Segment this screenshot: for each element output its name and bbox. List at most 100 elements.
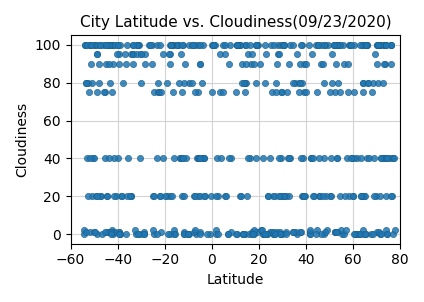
Point bbox=[299, 194, 306, 199]
Point bbox=[170, 42, 177, 47]
Point bbox=[354, 232, 360, 237]
Point bbox=[236, 42, 243, 47]
Point bbox=[111, 42, 117, 47]
Point bbox=[370, 80, 377, 85]
Point bbox=[128, 194, 135, 199]
Point bbox=[363, 42, 369, 47]
Point bbox=[251, 61, 258, 66]
Point bbox=[388, 194, 395, 199]
Point bbox=[189, 42, 195, 47]
Point bbox=[93, 90, 100, 95]
Point bbox=[262, 80, 268, 85]
Point bbox=[110, 61, 117, 66]
Point bbox=[89, 80, 95, 85]
Point bbox=[378, 156, 385, 161]
Point bbox=[102, 61, 109, 66]
Point bbox=[297, 80, 304, 85]
Point bbox=[83, 230, 89, 235]
Point bbox=[276, 156, 282, 161]
Point bbox=[385, 156, 391, 161]
Point bbox=[107, 42, 114, 47]
Point bbox=[245, 52, 251, 57]
Point bbox=[226, 61, 232, 66]
Point bbox=[84, 156, 91, 161]
Point bbox=[334, 156, 340, 161]
Point bbox=[391, 156, 398, 161]
Point bbox=[234, 42, 240, 47]
Point bbox=[119, 194, 126, 199]
Point bbox=[392, 228, 399, 233]
Point bbox=[277, 42, 284, 47]
Point bbox=[306, 232, 313, 237]
Point bbox=[223, 194, 229, 199]
Point bbox=[179, 42, 186, 47]
Point bbox=[358, 156, 365, 161]
Point bbox=[389, 232, 396, 237]
Point bbox=[137, 80, 144, 85]
Point bbox=[249, 230, 256, 235]
Point bbox=[306, 228, 313, 233]
Point bbox=[116, 232, 123, 237]
Point bbox=[262, 52, 269, 57]
Point bbox=[129, 52, 136, 57]
Point bbox=[116, 230, 123, 235]
Point bbox=[174, 42, 181, 47]
Point bbox=[214, 194, 221, 199]
Point bbox=[83, 80, 89, 85]
Point bbox=[186, 42, 192, 47]
Point bbox=[242, 90, 249, 95]
Point bbox=[322, 194, 329, 199]
Point bbox=[346, 194, 353, 199]
Point bbox=[153, 232, 160, 237]
Point bbox=[85, 80, 92, 85]
Point bbox=[253, 42, 259, 47]
Point bbox=[358, 194, 365, 199]
Point bbox=[191, 42, 198, 47]
Point bbox=[362, 194, 368, 199]
Point bbox=[179, 156, 186, 161]
Point bbox=[358, 194, 365, 199]
Point bbox=[383, 232, 390, 237]
Point bbox=[273, 80, 279, 85]
Point bbox=[147, 42, 153, 47]
Point bbox=[321, 80, 328, 85]
Point bbox=[86, 156, 93, 161]
Point bbox=[338, 228, 345, 233]
Point bbox=[318, 232, 324, 237]
Point bbox=[262, 232, 268, 237]
Point bbox=[157, 90, 164, 95]
Point bbox=[87, 42, 94, 47]
Point bbox=[235, 42, 242, 47]
Point bbox=[115, 61, 122, 66]
Point bbox=[276, 194, 283, 199]
Point bbox=[388, 42, 395, 47]
Point bbox=[241, 80, 248, 85]
Point bbox=[239, 232, 246, 237]
Point bbox=[213, 228, 220, 233]
Point bbox=[104, 42, 111, 47]
Point bbox=[380, 156, 387, 161]
Point bbox=[271, 232, 277, 237]
Point bbox=[363, 156, 370, 161]
Point bbox=[315, 42, 321, 47]
Point bbox=[95, 80, 102, 85]
Point bbox=[173, 42, 180, 47]
Point bbox=[281, 42, 288, 47]
Point bbox=[102, 42, 109, 47]
Point bbox=[105, 156, 112, 161]
Point bbox=[166, 52, 173, 57]
Point bbox=[388, 42, 395, 47]
Point bbox=[162, 194, 169, 199]
Point bbox=[299, 156, 306, 161]
Point bbox=[179, 156, 186, 161]
Point bbox=[132, 232, 139, 237]
Point bbox=[382, 42, 388, 47]
Point bbox=[130, 42, 137, 47]
Point bbox=[179, 90, 185, 95]
Point bbox=[311, 194, 318, 199]
Point bbox=[269, 90, 276, 95]
Point bbox=[244, 156, 251, 161]
Point bbox=[259, 232, 266, 237]
Point bbox=[97, 194, 104, 199]
Point bbox=[309, 156, 316, 161]
